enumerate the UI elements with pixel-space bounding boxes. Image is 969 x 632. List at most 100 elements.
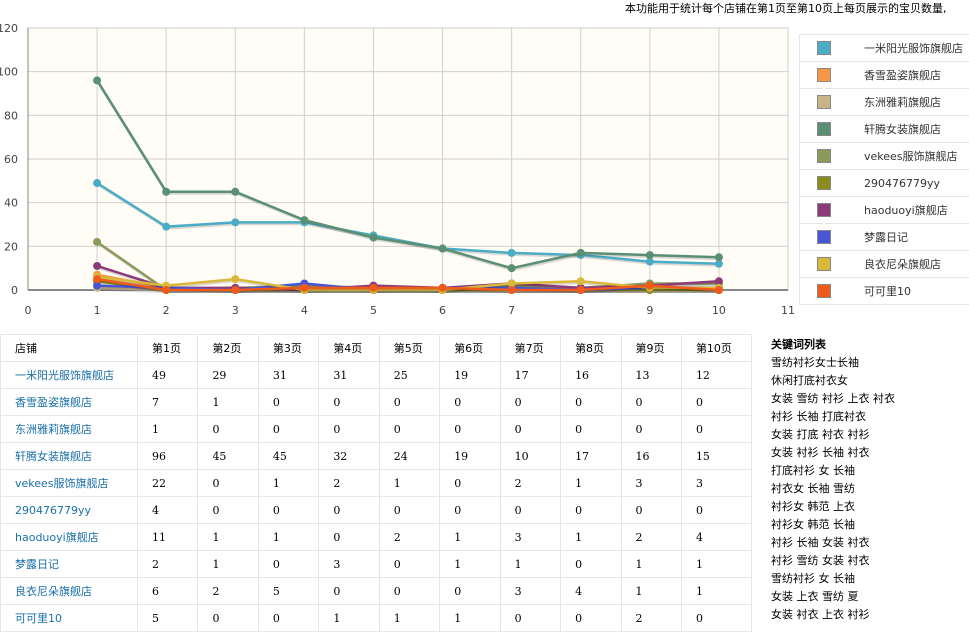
legend-swatch [817, 257, 831, 271]
table-cell: 3 [680, 469, 753, 497]
line-chart: 0 1 2 3 4 5 6 7 8 9 10 11 0 20 40 60 80 100 120 [0, 22, 795, 317]
table-cell: 0 [499, 388, 562, 416]
data-point [576, 286, 585, 294]
table-cell: 0 [257, 415, 320, 443]
data-point [93, 275, 102, 284]
legend-item[interactable]: vekees服饰旗舰店 [799, 143, 969, 170]
table-cell: 3 [318, 550, 380, 578]
legend-item[interactable]: haoduoyi旗舰店 [799, 197, 969, 224]
table-row: vekees服饰旗舰店 22 0 1 2 1 0 2 1 3 3 [0, 469, 753, 497]
data-point [93, 179, 102, 188]
table-cell: 1 [680, 577, 753, 605]
table-cell: 1 [197, 388, 259, 416]
legend-swatch [817, 41, 831, 55]
table-cell: 0 [318, 415, 380, 443]
legend-label: vekees服饰旗舰店 [864, 150, 958, 163]
x-tick-label: 6 [439, 304, 446, 317]
keyword-item: 衬衫 长袖 女装 衬衣 [771, 536, 870, 549]
shop-link[interactable]: 梦露日记 [0, 550, 138, 578]
legend-swatch [817, 284, 831, 298]
shop-link[interactable]: 东洲雅莉旗舰店 [0, 415, 138, 443]
legend-item[interactable]: 梦露日记 [799, 224, 969, 251]
data-point [231, 286, 240, 294]
data-point [438, 244, 447, 253]
data-point [507, 286, 516, 294]
legend-swatch [817, 203, 831, 217]
shop-link[interactable]: haoduoyi旗舰店 [0, 523, 138, 551]
table-cell: 1 [439, 550, 501, 578]
legend-item[interactable]: 香雪盈姿旗舰店 [799, 62, 969, 89]
column-header-page: 第4页 [318, 334, 380, 362]
data-point [231, 218, 240, 227]
keyword-item: 衬衫 雪纺 女装 衬衣 [771, 554, 870, 567]
column-header-page: 第2页 [197, 334, 259, 362]
data-point [300, 283, 309, 292]
table-cell: 1 [257, 469, 320, 497]
column-header-page: 第7页 [499, 334, 562, 362]
legend-label: 轩腾女装旗舰店 [864, 123, 941, 136]
table-cell: 1 [378, 469, 441, 497]
shop-link[interactable]: 香雪盈姿旗舰店 [0, 388, 138, 416]
keyword-list: 关键词列表 雪纺衬衫女士长袖 休闲打底衬衣女 女装 雪纺 衬衫 上衣 衬衣 衬衫 长袖… [771, 336, 969, 624]
table-cell: 11 [136, 523, 199, 551]
table-header-row: 店铺 第1页 第2页 第3页 第4页 第5页 第6页 第7页 第8页 第9页 第10页 [0, 334, 753, 362]
legend-item[interactable]: 东洲雅莉旗舰店 [799, 89, 969, 116]
data-point [162, 187, 171, 196]
table-cell: 0 [257, 496, 320, 524]
table-cell: 0 [197, 496, 259, 524]
shop-stats-table: 店铺 第1页 第2页 第3页 第4页 第5页 第6页 第7页 第8页 第9页 第10页 一米阳光服饰… [0, 334, 753, 632]
table-cell: 0 [378, 496, 441, 524]
shop-link[interactable]: 290476779yy [0, 496, 138, 524]
legend-item[interactable]: 良衣尼朵旗舰店 [799, 251, 969, 278]
shop-link[interactable]: 良衣尼朵旗舰店 [0, 577, 138, 605]
legend-item[interactable]: 一米阳光服饰旗舰店 [799, 35, 969, 62]
table-cell: 0 [560, 604, 622, 632]
table-cell: 7 [136, 388, 199, 416]
shop-link[interactable]: 可可里10 [0, 604, 138, 632]
table-cell: 0 [257, 388, 320, 416]
data-point [507, 248, 516, 257]
x-tick-label: 4 [301, 304, 308, 317]
table-cell: 1 [257, 523, 320, 551]
data-point [714, 253, 723, 262]
table-cell: 1 [318, 604, 380, 632]
series-line-shadow [97, 279, 721, 293]
table-cell: 3 [499, 577, 562, 605]
legend-item[interactable]: 轩腾女装旗舰店 [799, 116, 969, 143]
data-point [231, 275, 240, 284]
data-point [714, 286, 723, 294]
table-row: 一米阳光服饰旗舰店 49 29 31 31 25 19 17 16 13 12 [0, 361, 753, 389]
table-cell: 6 [136, 577, 199, 605]
shop-link[interactable]: vekees服饰旗舰店 [0, 469, 138, 497]
table-row: 香雪盈姿旗舰店 7 1 0 0 0 0 0 0 0 0 [0, 388, 753, 416]
data-point [645, 251, 654, 260]
table-cell: 0 [680, 388, 753, 416]
legend-item[interactable]: 290476779yy [799, 170, 969, 197]
legend-label: 良衣尼朵旗舰店 [864, 258, 941, 271]
shop-link[interactable]: 轩腾女装旗舰店 [0, 442, 138, 470]
table-cell: 5 [136, 604, 199, 632]
table-cell: 0 [680, 415, 753, 443]
legend-label: 290476779yy [864, 176, 941, 190]
table-row: 梦露日记 2 1 0 3 0 1 1 0 1 1 [0, 550, 753, 578]
table-cell: 29 [197, 361, 259, 389]
table-cell: 2 [499, 469, 562, 497]
data-point [645, 281, 654, 290]
table-cell: 2 [620, 604, 682, 632]
table-cell: 1 [197, 523, 259, 551]
legend-item[interactable]: 可可里10 [799, 278, 969, 305]
series-line-shadow [98, 287, 720, 293]
legend-swatch [817, 230, 831, 244]
table-cell: 2 [318, 469, 380, 497]
legend-swatch [817, 176, 831, 190]
table-cell: 0 [439, 415, 501, 443]
data-point [576, 248, 585, 257]
keyword-list-title: 关键词列表 [771, 338, 826, 351]
shop-link[interactable]: 一米阳光服饰旗舰店 [0, 361, 138, 389]
column-header-page: 第8页 [560, 334, 622, 362]
legend-swatch [817, 122, 831, 136]
table-cell: 96 [136, 442, 199, 470]
table-cell: 1 [620, 577, 682, 605]
table-cell: 1 [439, 523, 501, 551]
table-cell: 0 [378, 550, 441, 578]
